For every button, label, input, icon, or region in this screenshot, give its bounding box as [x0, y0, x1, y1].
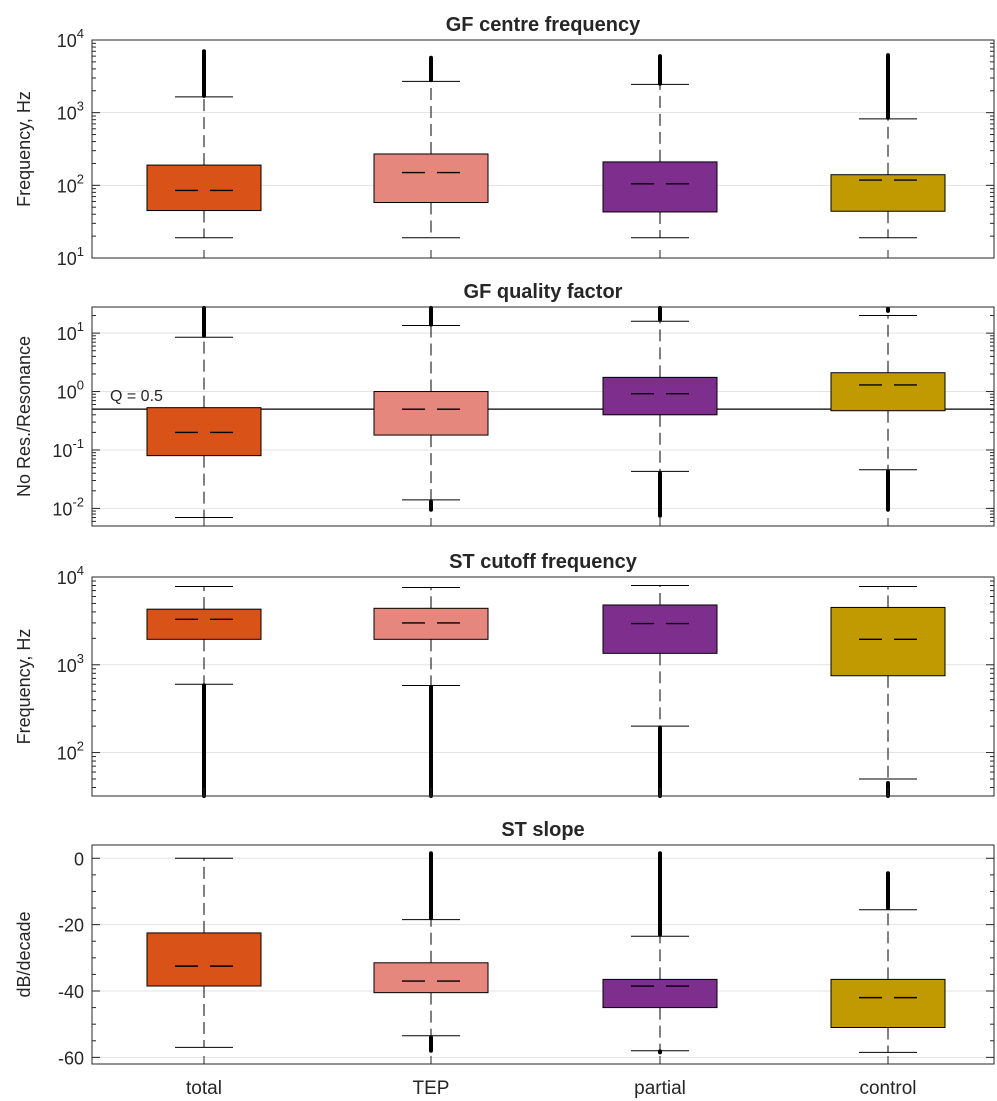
subplot-4: -60 -40 -20 0 ST slope dB/decade: [14, 819, 995, 1068]
y-tick-label: 10-2: [52, 494, 84, 519]
box-iqr: [602, 161, 718, 213]
subplot-title: ST cutoff frequency: [449, 551, 638, 573]
box-iqr: [146, 407, 262, 457]
axes-frame: [91, 39, 995, 259]
box-partial: [602, 851, 718, 1055]
subplot-title: GF centre frequency: [446, 14, 641, 36]
y-tick-label: 104: [57, 563, 84, 588]
box-iqr: [602, 604, 718, 654]
y-axis-label: Frequency, Hz: [14, 91, 34, 207]
y-axis-label: dB/decade: [14, 911, 34, 997]
subplot-title: GF quality factor: [464, 281, 623, 303]
box-iqr: [373, 391, 489, 436]
box-partial: [602, 585, 718, 798]
box-total: [146, 305, 262, 518]
box-iqr: [146, 164, 262, 212]
box-control: [830, 871, 946, 1053]
subplot-2: 10-2 10-1 100 101 Q = 0.5 GF quality factor No…: [14, 281, 995, 527]
y-tick-label: 101: [57, 244, 84, 269]
y-axis-label: Frequency, Hz: [14, 629, 34, 745]
box-iqr: [373, 962, 489, 994]
box-partial: [602, 305, 718, 518]
box-iqr: [830, 978, 946, 1028]
axes-frame: [91, 306, 995, 527]
box-TEP: [373, 851, 489, 1053]
axes-frame: [91, 576, 995, 797]
x-category-label: TEP: [413, 1078, 450, 1099]
y-tick-label: -40: [58, 982, 84, 1002]
box-iqr: [830, 606, 946, 677]
box-TEP: [373, 586, 489, 798]
y-tick-label: 10-1: [52, 436, 84, 461]
x-category-label: control: [859, 1078, 916, 1099]
y-tick-label: 102: [57, 739, 84, 764]
box-iqr: [146, 608, 262, 640]
y-axis-label: No Res./Resonance: [14, 336, 34, 497]
y-tick-label: 0: [74, 849, 84, 869]
y-tick-label: 100: [57, 378, 84, 403]
box-iqr: [373, 153, 489, 204]
box-control: [830, 306, 946, 512]
box-iqr: [830, 174, 946, 212]
box-control: [830, 53, 946, 239]
subplot-1: 101 102 103 104 GF centre frequency Frequency…: [14, 14, 995, 269]
y-tick-label: 101: [57, 319, 84, 344]
box-TEP: [373, 305, 489, 512]
box-total: [146, 585, 262, 798]
box-iqr: [602, 978, 718, 1009]
y-tick-label: 103: [57, 651, 84, 676]
plot-area: [92, 40, 994, 258]
box-iqr: [146, 932, 262, 987]
box-total: [146, 857, 262, 1048]
box-TEP: [373, 55, 489, 239]
box-iqr: [602, 376, 718, 416]
box-total: [146, 49, 262, 239]
y-tick-label: 104: [57, 26, 84, 51]
x-category-label: total: [186, 1078, 222, 1099]
subplot-title: ST slope: [501, 819, 584, 841]
y-tick-label: 103: [57, 99, 84, 124]
box-partial: [602, 54, 718, 239]
box-iqr: [830, 372, 946, 412]
y-tick-label: 102: [57, 171, 84, 196]
y-tick-label: -20: [58, 916, 84, 936]
axes-frame: [91, 844, 995, 1065]
box-control: [830, 585, 946, 798]
y-tick-label: -60: [58, 1048, 84, 1068]
box-iqr: [373, 607, 489, 640]
x-category-label: partial: [634, 1078, 686, 1099]
reference-line-label: Q = 0.5: [110, 388, 163, 405]
subplot-3: 102 103 104 ST cutoff frequency Frequency, H…: [14, 551, 995, 798]
